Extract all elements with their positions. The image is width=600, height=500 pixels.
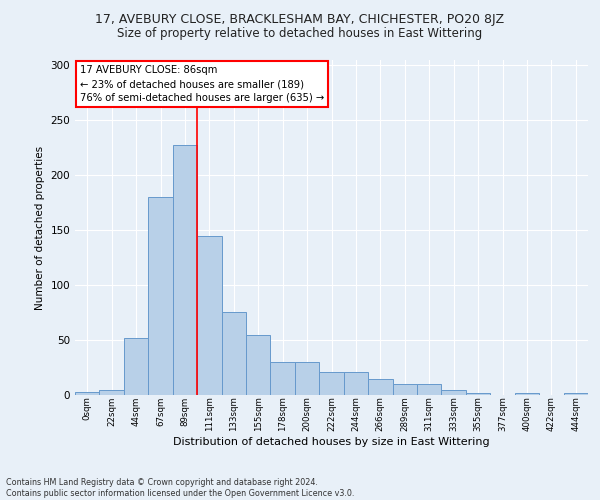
Text: Contains HM Land Registry data © Crown copyright and database right 2024.
Contai: Contains HM Land Registry data © Crown c… xyxy=(6,478,355,498)
Bar xyxy=(515,393,539,395)
Text: 17, AVEBURY CLOSE, BRACKLESHAM BAY, CHICHESTER, PO20 8JZ: 17, AVEBURY CLOSE, BRACKLESHAM BAY, CHIC… xyxy=(95,12,505,26)
Bar xyxy=(100,390,124,395)
Bar xyxy=(392,384,417,395)
Text: Size of property relative to detached houses in East Wittering: Size of property relative to detached ho… xyxy=(118,28,482,40)
Bar xyxy=(246,334,271,395)
Bar xyxy=(442,390,466,395)
X-axis label: Distribution of detached houses by size in East Wittering: Distribution of detached houses by size … xyxy=(173,437,490,447)
Bar xyxy=(295,362,319,395)
Bar xyxy=(319,372,344,395)
Bar xyxy=(221,312,246,395)
Text: 17 AVEBURY CLOSE: 86sqm
← 23% of detached houses are smaller (189)
76% of semi-d: 17 AVEBURY CLOSE: 86sqm ← 23% of detache… xyxy=(80,65,325,103)
Bar xyxy=(563,393,588,395)
Bar xyxy=(344,372,368,395)
Bar xyxy=(466,393,490,395)
Bar xyxy=(271,362,295,395)
Bar xyxy=(417,384,442,395)
Y-axis label: Number of detached properties: Number of detached properties xyxy=(35,146,45,310)
Bar xyxy=(124,338,148,395)
Bar xyxy=(75,392,100,395)
Bar xyxy=(368,378,392,395)
Bar xyxy=(148,198,173,395)
Bar xyxy=(173,144,197,395)
Bar xyxy=(197,236,221,395)
